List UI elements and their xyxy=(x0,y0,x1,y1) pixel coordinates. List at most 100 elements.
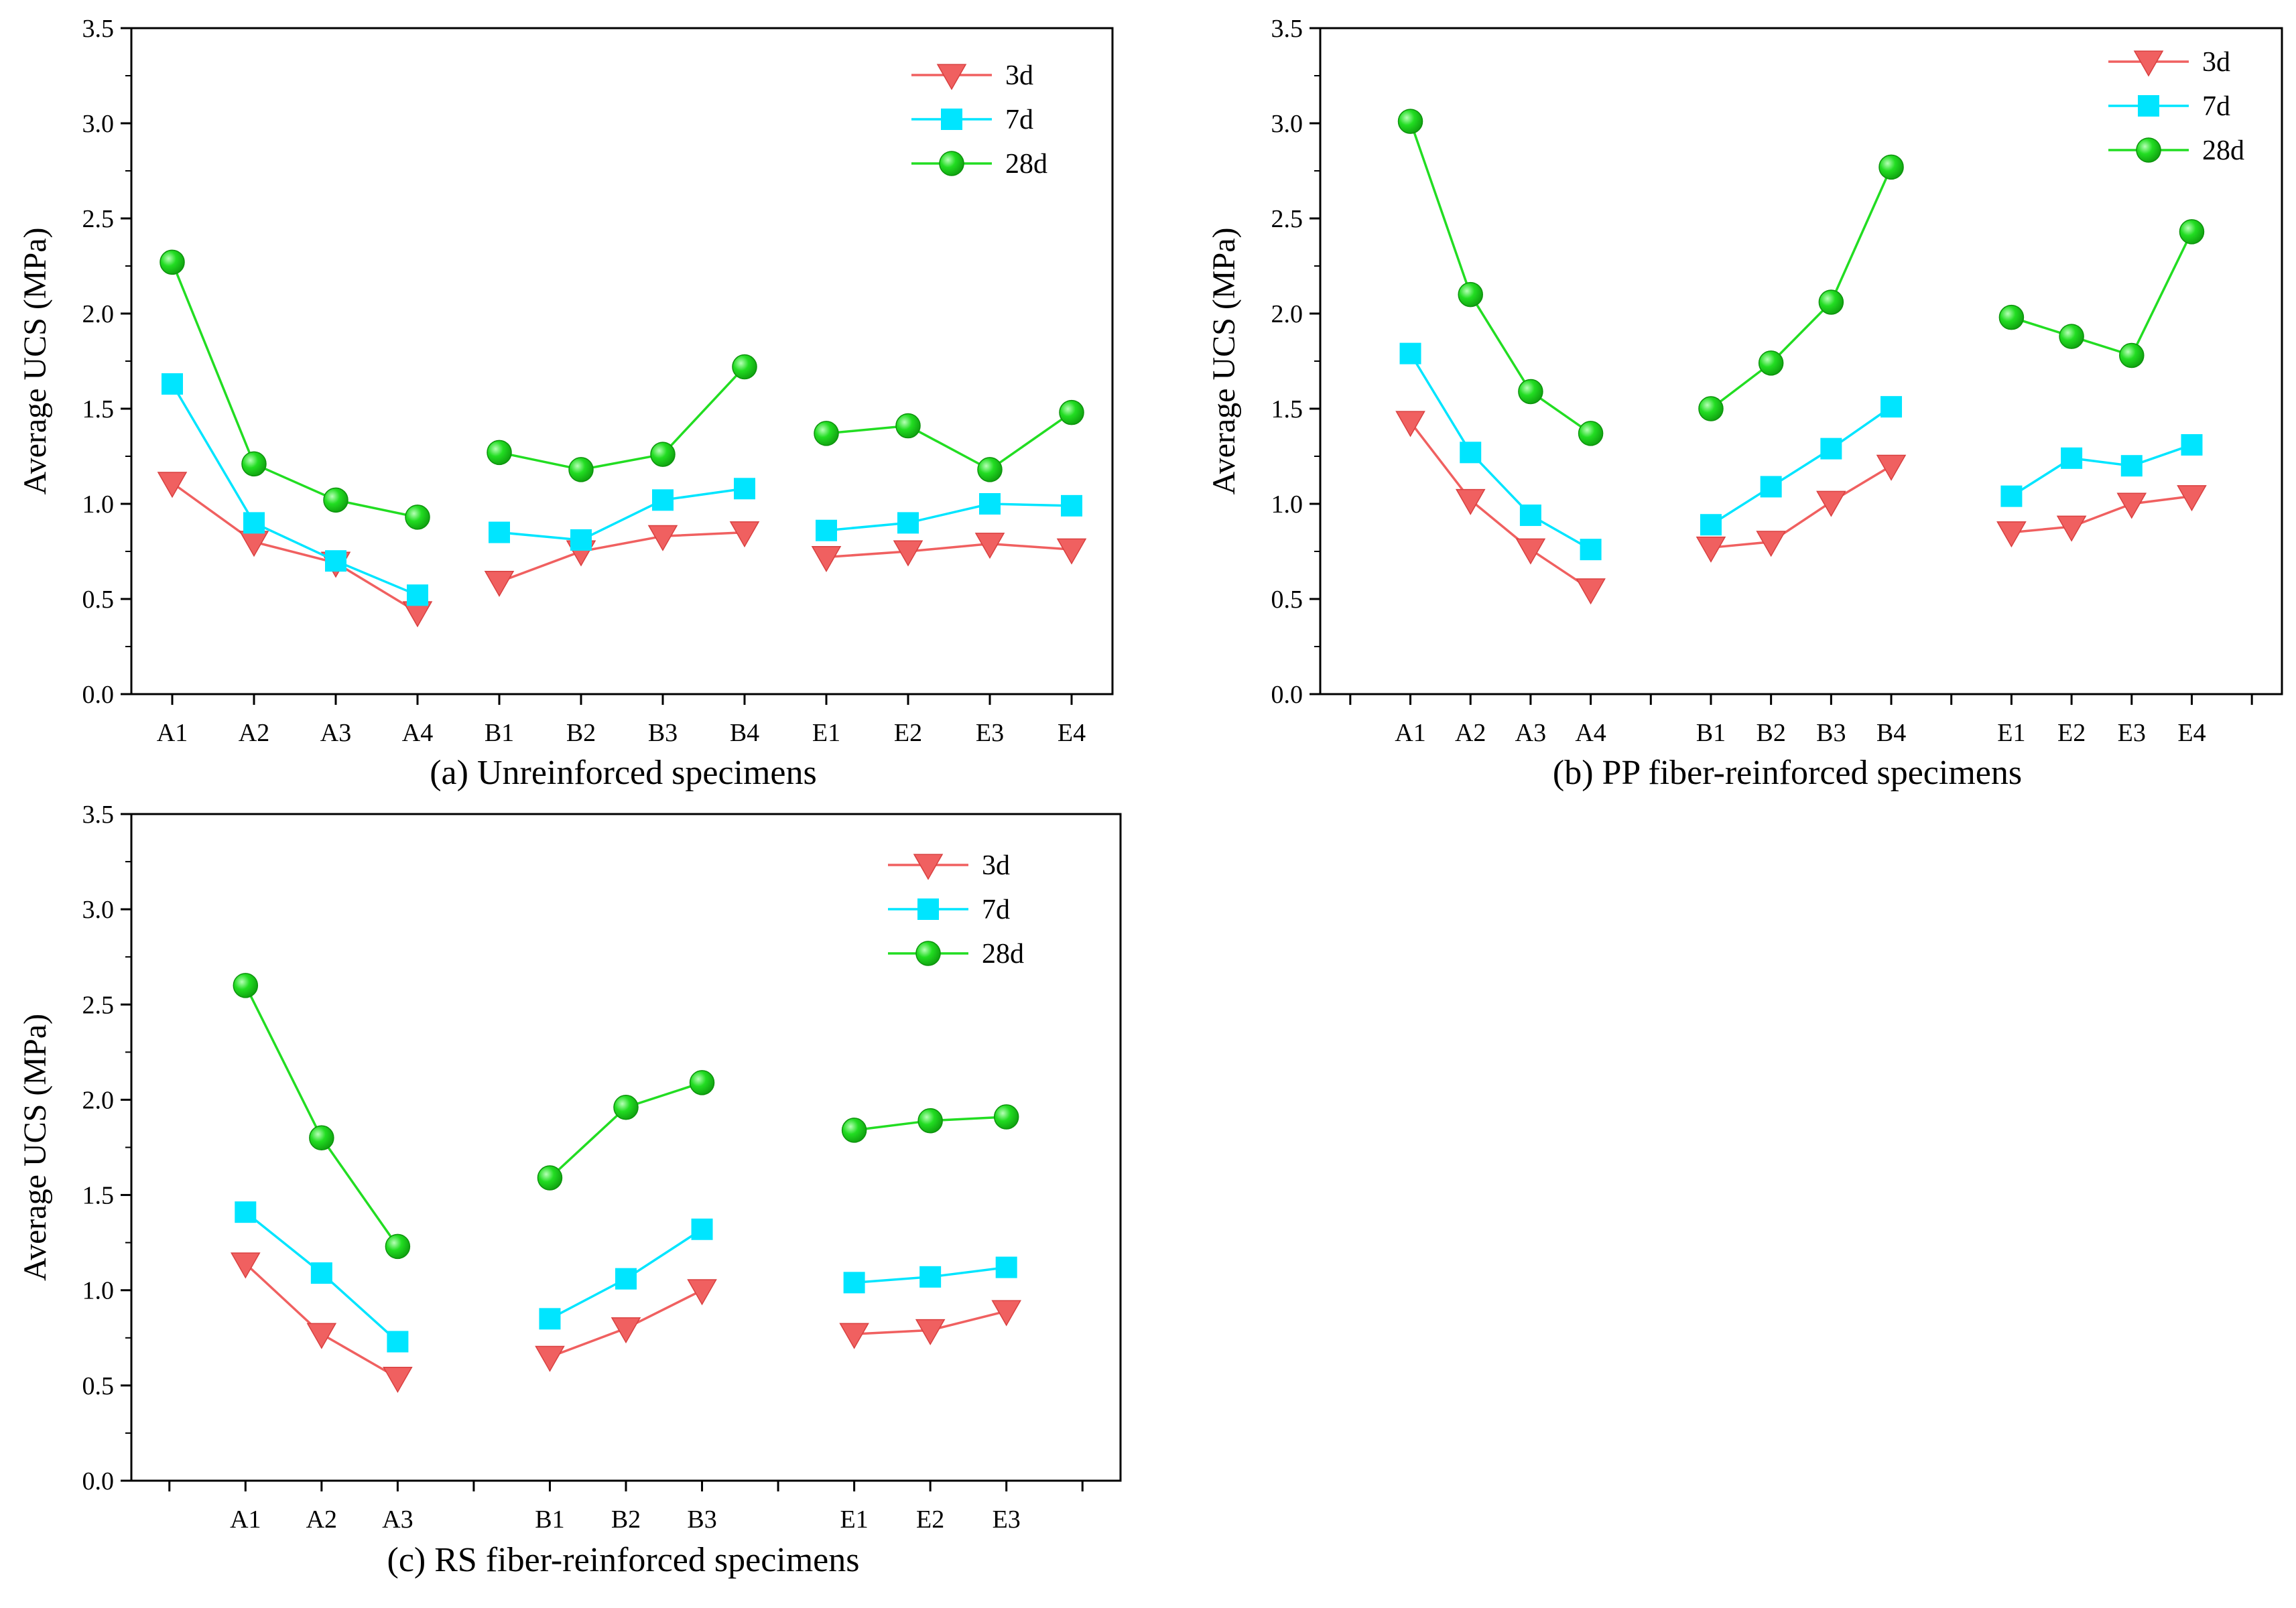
data-point-28d-A3 xyxy=(385,1233,411,1260)
series-line-28d xyxy=(244,985,399,1248)
data-point-3d-E4 xyxy=(1056,538,1087,565)
data-point-7d-A3 xyxy=(387,1331,409,1353)
y-tick-label: 0.5 xyxy=(82,1372,115,1400)
data-point-28d-E4 xyxy=(1059,399,1084,425)
series-line-28d xyxy=(826,411,1073,471)
data-point-3d-A3 xyxy=(1515,538,1546,565)
y-tick-label: 1.0 xyxy=(82,490,115,519)
data-point-28d-A1 xyxy=(233,973,259,998)
y-tick-label: 3.5 xyxy=(82,15,115,43)
data-point-28d-B3 xyxy=(650,442,676,467)
y-axis-title: Average UCS (MPa) xyxy=(1206,227,1242,494)
data-point-3d-E3 xyxy=(974,533,1005,559)
series-line-28d xyxy=(171,261,418,519)
data-point-3d-E1 xyxy=(1996,521,2027,548)
data-point-28d-B4 xyxy=(732,354,757,380)
data-point-3d-E3 xyxy=(991,1300,1021,1327)
x-tick-label: A2 xyxy=(239,719,269,747)
data-point-3d-A2 xyxy=(306,1323,337,1349)
data-point-7d-A3 xyxy=(325,550,346,572)
data-point-7d-E2 xyxy=(919,1266,942,1288)
y-tick-label: 2.5 xyxy=(82,205,115,233)
legend-label-3d: 3d xyxy=(982,850,1010,881)
y-axis-title: Average UCS (MPa) xyxy=(17,1014,53,1281)
chart-panel-a: 0.0 0.5 1.0 1.5 2.0 2.5 3.0 3.5 A1 A2 A3 A4 B1 B2 B3 B4… xyxy=(17,15,1114,792)
data-point-7d-A1 xyxy=(235,1201,257,1223)
x-tick-label: B4 xyxy=(730,719,759,747)
legend-label-28d: 28d xyxy=(982,939,1024,969)
data-point-28d-A4 xyxy=(405,505,430,530)
data-point-3d-E2 xyxy=(915,1319,946,1345)
legend-marker-3d xyxy=(2133,50,2164,77)
data-point-7d-B3 xyxy=(691,1218,713,1240)
data-point-7d-B2 xyxy=(570,529,592,551)
data-point-7d-A2 xyxy=(310,1262,332,1284)
data-point-28d-A3 xyxy=(323,487,348,513)
series-line-7d xyxy=(2011,444,2193,498)
series-line-3d xyxy=(1710,464,1892,549)
series-line-7d xyxy=(1710,405,1893,526)
data-point-7d-A4 xyxy=(407,584,428,606)
x-tick-label: B1 xyxy=(485,719,514,747)
legend-marker-28d xyxy=(939,151,964,176)
data-point-7d-E2 xyxy=(2061,447,2083,469)
x-tick-label: B4 xyxy=(1876,719,1906,747)
data-point-28d-A2 xyxy=(309,1125,334,1151)
data-point-28d-B2 xyxy=(613,1095,639,1120)
series-line-28d xyxy=(2011,231,2193,357)
data-point-7d-A2 xyxy=(1460,442,1482,464)
data-point-28d-B1 xyxy=(537,1165,563,1191)
data-point-7d-B4 xyxy=(1880,396,1903,418)
chart-caption: (c) RS fiber-reinforced specimens xyxy=(387,1541,860,1579)
data-point-3d-E1 xyxy=(839,1323,869,1349)
y-tick-label: 1.5 xyxy=(1271,395,1303,423)
data-point-3d-A3 xyxy=(383,1366,413,1393)
legend: 3d 7d 28d xyxy=(911,60,1047,180)
x-tick-label: E2 xyxy=(916,1505,944,1534)
data-point-7d-B2 xyxy=(1760,476,1782,498)
x-tick-label: E4 xyxy=(2177,719,2206,747)
data-point-7d-E1 xyxy=(843,1272,865,1294)
data-point-28d-E2 xyxy=(2059,324,2084,349)
data-point-28d-A1 xyxy=(160,249,185,275)
x-tick-label: E3 xyxy=(2118,719,2146,747)
legend-label-28d: 28d xyxy=(1005,149,1047,180)
data-point-3d-B1 xyxy=(1696,536,1726,563)
x-tick-label: B3 xyxy=(648,719,678,747)
data-point-3d-E4 xyxy=(2177,485,2207,512)
x-tick-label: A1 xyxy=(230,1505,261,1534)
series-line-7d xyxy=(171,383,418,596)
y-axis-title: Average UCS (MPa) xyxy=(17,227,53,494)
data-point-28d-E4 xyxy=(2179,219,2205,245)
data-point-28d-B1 xyxy=(1698,396,1724,421)
data-point-28d-B2 xyxy=(568,457,594,482)
data-point-3d-A1 xyxy=(157,472,188,498)
chart-caption: (a) Unreinforced specimens xyxy=(430,754,817,792)
x-tick-label: B2 xyxy=(1756,719,1785,747)
x-tick-label: E3 xyxy=(993,1505,1021,1534)
y-tick-label: 3.0 xyxy=(82,896,115,924)
data-point-7d-E4 xyxy=(1061,494,1082,517)
data-point-3d-A1 xyxy=(231,1252,261,1279)
legend-label-28d: 28d xyxy=(2202,135,2244,166)
data-point-7d-B1 xyxy=(1700,514,1722,536)
plot-frame xyxy=(130,813,1122,1482)
data-point-28d-E2 xyxy=(895,413,921,439)
series-line-28d xyxy=(1710,166,1893,410)
data-point-28d-A2 xyxy=(1458,281,1483,308)
x-tick-label: E1 xyxy=(1997,719,2025,747)
data-point-28d-E1 xyxy=(814,421,839,446)
data-point-28d-A3 xyxy=(1518,379,1543,405)
data-point-3d-E2 xyxy=(2056,515,2087,542)
y-tick-label: 0.5 xyxy=(1271,586,1303,614)
x-tick-label: B1 xyxy=(535,1505,564,1534)
x-tick-label: E2 xyxy=(2057,719,2086,747)
y-tick-label: 0.0 xyxy=(1271,681,1303,709)
x-tick-label: B1 xyxy=(1696,719,1726,747)
legend: 3d 7d 28d xyxy=(2108,47,2244,166)
data-point-3d-E2 xyxy=(893,540,923,567)
legend-label-3d: 3d xyxy=(2202,47,2230,78)
legend-marker-3d xyxy=(936,64,967,90)
data-point-28d-E3 xyxy=(993,1104,1019,1130)
data-point-7d-E3 xyxy=(979,493,1001,515)
